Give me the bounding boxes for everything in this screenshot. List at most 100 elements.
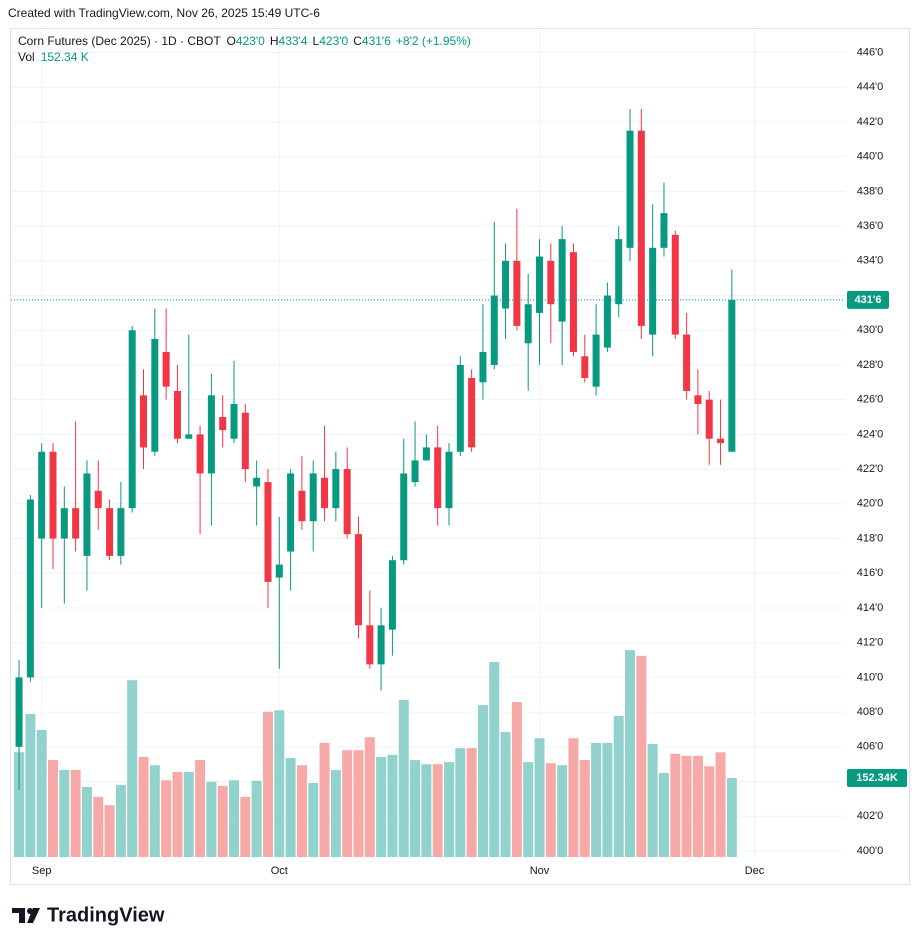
candle-body [94,490,102,509]
volume-legend-line: Vol 152.34 K [18,50,89,64]
y-tick-label: 446'0 [857,46,884,58]
volume-bar [195,760,206,857]
y-tick-label: 400'0 [857,845,884,857]
candle-body [83,473,91,556]
candle-body [128,330,136,509]
candle-body [411,460,419,483]
candle-body [603,295,611,348]
volume-bar [138,756,149,857]
candle-body [298,490,306,522]
volume-bar [229,780,240,857]
volume-bar [296,765,307,857]
volume-bar [670,753,681,857]
candle-body [162,351,170,387]
axes: 400'0402'0404'0406'0408'0410'0412'0414'0… [32,46,907,877]
candle-body [434,447,442,509]
candle-body [15,677,23,747]
y-tick-label: 422'0 [857,463,884,475]
candle-body [60,508,68,539]
candle-body [117,508,125,556]
legend-line: Corn Futures (Dec 2025) · 1D · CBOT O423'… [18,34,471,48]
volume-bar [658,773,669,857]
candle-body [366,625,374,665]
candle-body [275,564,283,578]
volume-bar [466,748,477,857]
brand-logo: TradingView [12,904,165,926]
volume-bar [500,732,511,857]
volume-bar [455,748,466,857]
legend-value: 433'4 [279,34,308,48]
volume-bar [443,762,454,857]
candle-body [649,247,657,335]
volume-bar [602,742,613,857]
volume-bar [183,771,194,857]
candle-body [230,404,238,439]
candle-body [38,451,46,539]
candle-body [185,434,193,439]
candle-body [140,395,148,448]
candle-body [445,451,453,509]
logo-mark [12,908,25,923]
candle-body [241,412,249,470]
candle-body [173,390,181,439]
volume-bar [726,778,737,857]
candle-body [513,260,521,326]
candle-body [637,130,645,326]
volume-bar [579,760,590,857]
volume-bar [36,729,47,857]
y-tick-label: 406'0 [857,741,884,753]
volume-bar [115,784,126,857]
volume-name: Vol [18,50,35,64]
volume-bar [432,764,443,857]
candle-body [309,473,317,522]
candle-body [683,334,691,391]
volume-bar [376,756,387,857]
price-pane [11,108,845,791]
credit: Created with TradingView.com, Nov 26, 20… [8,6,320,20]
volume-bar [545,763,556,857]
candle-body [592,334,600,387]
y-tick-label: 410'0 [857,671,884,683]
y-tick-label: 426'0 [857,394,884,406]
x-tick-label: Sep [32,865,52,877]
volume-pane [14,650,737,857]
volume-bar [25,713,36,857]
candle-body [151,338,159,452]
candle-body [106,508,114,556]
legend-value: 423'0 [319,34,348,48]
candle-body [196,434,204,474]
volume-bar [511,701,522,857]
volume-bar [364,737,375,857]
candle-body [569,252,577,352]
volume-bar [319,742,330,857]
volume-bar [81,787,92,857]
volume-bar [274,710,285,857]
legend-change: +8'2 (+1.95%) [396,34,471,48]
candle-body [705,399,713,439]
candle-body [547,260,555,305]
y-tick-label: 430'0 [857,324,884,336]
candle-body [264,482,272,582]
brand-name: TradingView [47,904,165,926]
candle-body [72,508,80,539]
legend-key: L [313,34,320,48]
candle-body [468,377,476,448]
candle-body [502,260,510,309]
volume-bar [285,757,296,857]
candle-body [524,304,532,344]
candle-body [558,239,566,322]
volume-bar [262,711,273,857]
candle-body [321,477,329,509]
candle-body [660,213,668,248]
x-tick-label: Dec [745,865,765,877]
x-tick-label: Nov [530,865,550,877]
legend-title: Corn Futures (Dec 2025) · 1D · CBOT [18,34,221,48]
candle-body [615,239,623,305]
volume-bar [715,752,726,857]
volume-bar [557,765,568,857]
candle-body [253,477,261,487]
volume-bar [398,699,409,857]
volume-bar [647,743,658,857]
candle-body [694,395,702,405]
